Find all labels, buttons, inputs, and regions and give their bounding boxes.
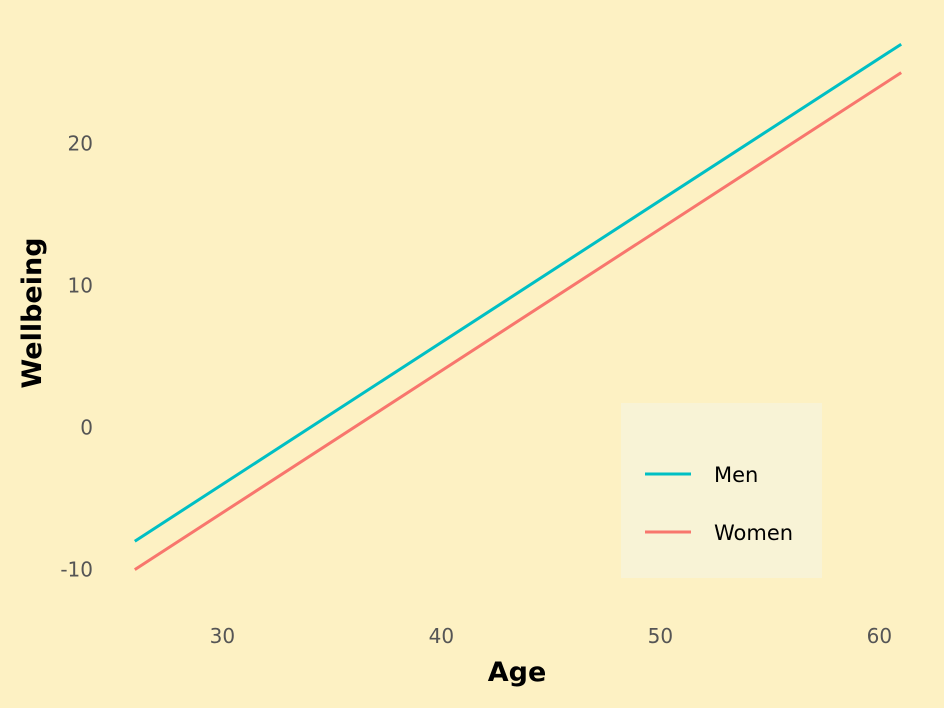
x-axis-ticks: 30 40 50 60 (210, 624, 892, 648)
series-line-women (133, 71, 903, 571)
y-tick-label: 20 (68, 132, 93, 156)
x-axis-title: Age (488, 657, 547, 688)
series-layer (133, 42, 903, 571)
series-line-men (133, 42, 903, 543)
x-tick-label: 50 (648, 624, 673, 648)
y-tick-label: 0 (80, 416, 93, 440)
legend-label-women: Women (714, 521, 793, 545)
legend: Men Women (621, 403, 822, 578)
y-axis-ticks: -10 0 10 20 (60, 132, 93, 582)
x-tick-label: 60 (867, 624, 892, 648)
y-tick-label: 10 (68, 274, 93, 298)
legend-label-men: Men (714, 463, 758, 487)
legend-box (621, 403, 822, 578)
x-tick-label: 30 (210, 624, 235, 648)
y-axis-title: Wellbeing (17, 237, 48, 388)
x-tick-label: 40 (429, 624, 454, 648)
y-tick-label: -10 (60, 558, 93, 582)
